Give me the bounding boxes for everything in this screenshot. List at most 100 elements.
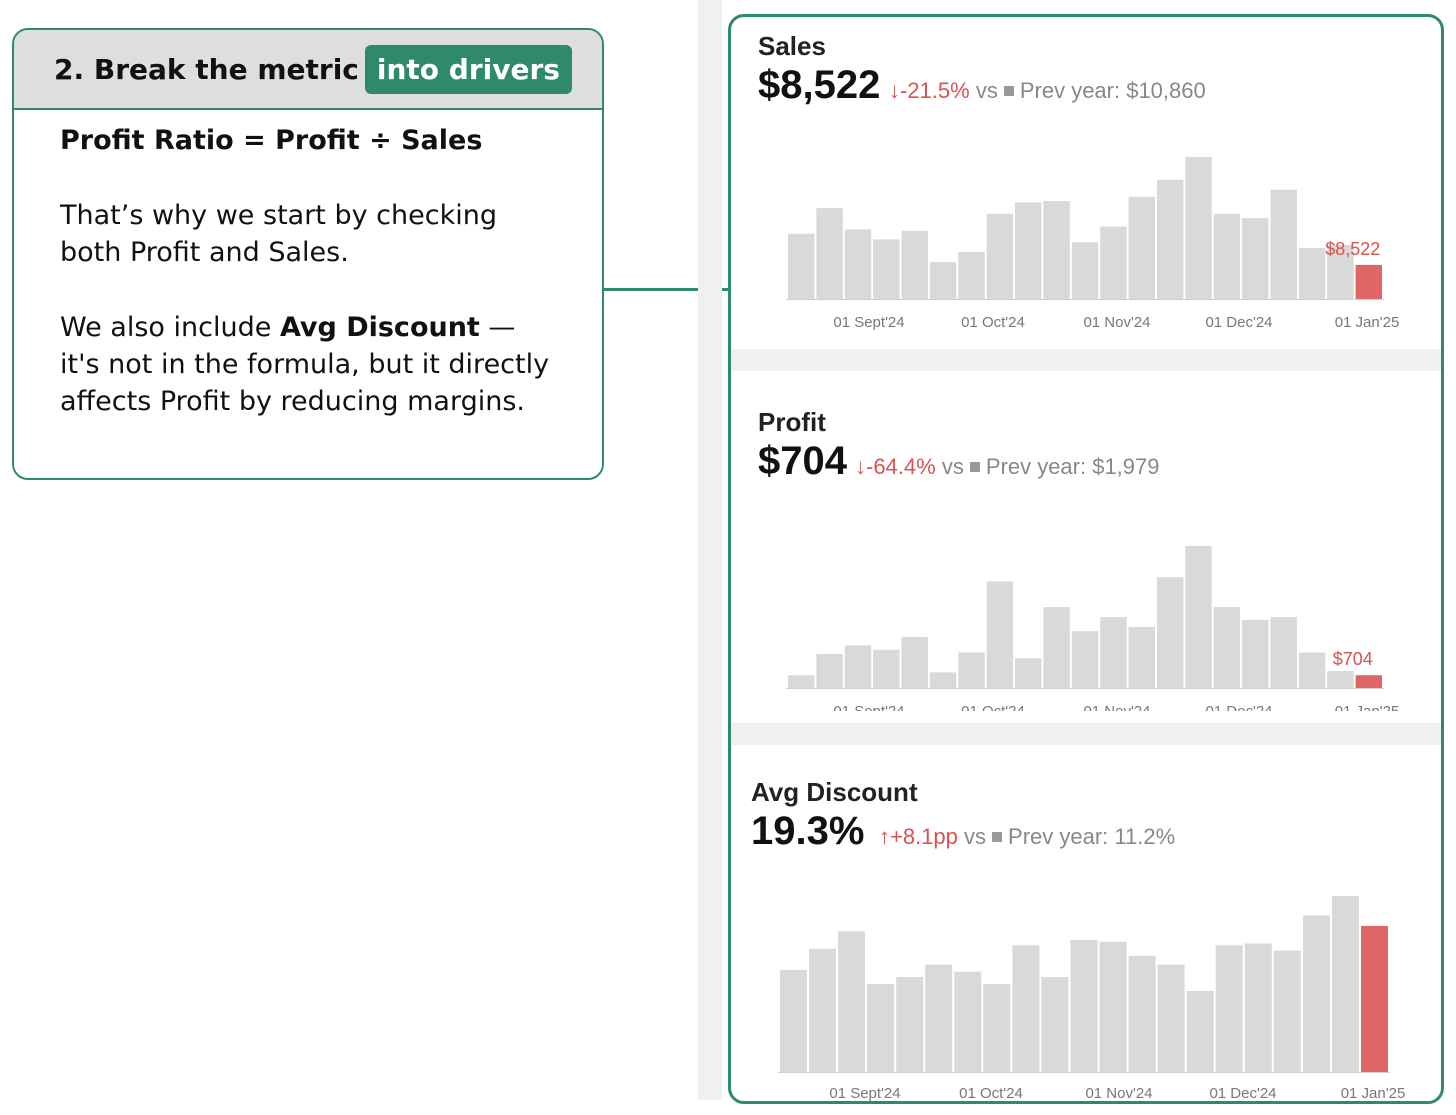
x-tick-label: 01 Dec'24 (1205, 314, 1272, 331)
x-tick-label: 01 Sept'24 (833, 703, 904, 711)
bar (1012, 945, 1040, 1072)
bar (1043, 607, 1070, 688)
para2-start: We also include (60, 312, 280, 343)
x-tick-label: 01 Nov'24 (1083, 314, 1150, 331)
bar (954, 971, 982, 1072)
x-tick-label: 01 Dec'24 (1209, 1085, 1276, 1102)
bar (844, 229, 872, 299)
sales-label: Sales (758, 31, 826, 61)
prev-year-swatch (1003, 86, 1014, 97)
discount-value: 19.3% (751, 809, 865, 853)
bar (1242, 218, 1269, 299)
bar (1185, 157, 1212, 299)
discount-label: Avg Discount (751, 777, 918, 807)
profit-delta: ↓-64.4% (855, 454, 936, 479)
bar (983, 984, 1011, 1072)
bar (1270, 617, 1297, 688)
sales-bar-chart: 01 Sept'24 01 Oct'24 01 Nov'24 01 Dec'24 01 … (786, 157, 1400, 331)
bar (1302, 915, 1330, 1072)
profit-bar-chart: 01 Sept'24 01 Oct'24 01 Nov'24 01 Dec'24 01 … (786, 546, 1400, 711)
current-period-bar (1355, 264, 1382, 299)
bar (901, 636, 928, 688)
bar (1215, 945, 1243, 1072)
dashboard-gutter (698, 0, 722, 1100)
sales-panel: Sales $8,522 ↓-21.5% vs Prev year: $10,86… (731, 17, 1441, 347)
bar (844, 645, 872, 688)
bar (873, 649, 900, 688)
x-tick-label: 01 Oct'24 (961, 314, 1025, 331)
bar (1099, 941, 1127, 1072)
step-highlight: into drivers (364, 44, 572, 94)
bar (1213, 213, 1241, 299)
profit-vs: vs (941, 454, 964, 479)
bar (1273, 950, 1301, 1072)
para2-end: — it's not in the formula, but it direct… (60, 312, 550, 417)
bar (1157, 964, 1185, 1072)
connector-line (604, 288, 728, 291)
explanation-callout: 2. Break the metric into drivers Profit … (12, 28, 604, 480)
x-tick-label: 01 Sept'24 (829, 1085, 900, 1102)
bar (1128, 196, 1155, 299)
bar (1213, 607, 1241, 688)
bar (1157, 179, 1184, 299)
x-tick-label: 01 Dec'24 (1205, 703, 1272, 711)
current-period-bar (1361, 925, 1388, 1072)
callout-body: Profit Ratio = Profit ÷ Sales That’s why… (14, 110, 602, 420)
x-tick-label: 01 Oct'24 (961, 703, 1025, 711)
bar (1128, 626, 1155, 688)
bar (1298, 652, 1326, 688)
sales-prev-year: Prev year: $10,860 (1019, 78, 1206, 103)
bar (838, 931, 866, 1072)
bar (1331, 896, 1359, 1072)
profit-label: Profit (758, 407, 826, 437)
x-tick-label: 01 Jan'25 (1335, 314, 1400, 331)
discount-bar-chart: 01 Sept'24 01 Oct'24 01 Nov'24 01 Dec'24 01 … (778, 896, 1406, 1102)
bar (1071, 631, 1099, 688)
bar (1015, 658, 1042, 688)
x-tick-label: 01 Jan'25 (1335, 703, 1400, 711)
bar (873, 239, 900, 299)
sales-vs: vs (975, 78, 998, 103)
bar (1071, 242, 1099, 299)
discount-vs: vs (964, 824, 987, 849)
bar (1242, 619, 1269, 688)
bar (788, 675, 815, 688)
current-period-bar (1355, 675, 1382, 688)
profit-panel: Profit $704 ↓-64.4% vs Prev year: $1,979 … (731, 371, 1441, 721)
kpi-dashboard: Sales $8,522 ↓-21.5% vs Prev year: $10,86… (728, 14, 1444, 1104)
sales-value: $8,522 (758, 63, 881, 107)
discount-panel: Avg Discount 19.3% ↑+8.1pp vs Prev year: … (731, 745, 1441, 1102)
avg-discount-term: Avg Discount (279, 312, 480, 343)
bar (788, 233, 815, 299)
bar (1298, 247, 1326, 299)
bar (1244, 943, 1272, 1072)
bar (1100, 226, 1127, 299)
x-tick-label: 01 Oct'24 (959, 1085, 1023, 1102)
discount-delta: ↑+8.1pp (879, 824, 958, 849)
bar (1327, 671, 1354, 688)
sales-delta: ↓-21.5% (889, 78, 970, 103)
discount-comparison: ↑+8.1pp vs Prev year: 11.2% (879, 824, 1175, 850)
panel-separator (731, 723, 1441, 745)
callout-header: 2. Break the metric into drivers (14, 30, 602, 110)
x-tick-label: 01 Jan'25 (1341, 1085, 1406, 1102)
bar (929, 262, 957, 299)
bar (1186, 991, 1214, 1072)
bar (986, 213, 1014, 299)
step-title: 2. Break the metric (54, 52, 359, 86)
bar (896, 977, 924, 1072)
bar (1015, 202, 1042, 299)
bar (816, 653, 843, 688)
bar (816, 208, 843, 299)
explanation-paragraph-2: We also include Avg Discount — it's not … (60, 309, 558, 420)
bar (925, 964, 953, 1072)
x-tick-label: 01 Nov'24 (1085, 1085, 1152, 1102)
current-period-data-label: $704 (1333, 649, 1373, 669)
bar (929, 672, 957, 688)
bar (958, 252, 985, 299)
profit-value: $704 (758, 439, 847, 483)
prev-year-swatch (992, 832, 1003, 843)
bar (1327, 245, 1354, 299)
prev-year-swatch (969, 462, 980, 473)
bar (1157, 577, 1184, 688)
